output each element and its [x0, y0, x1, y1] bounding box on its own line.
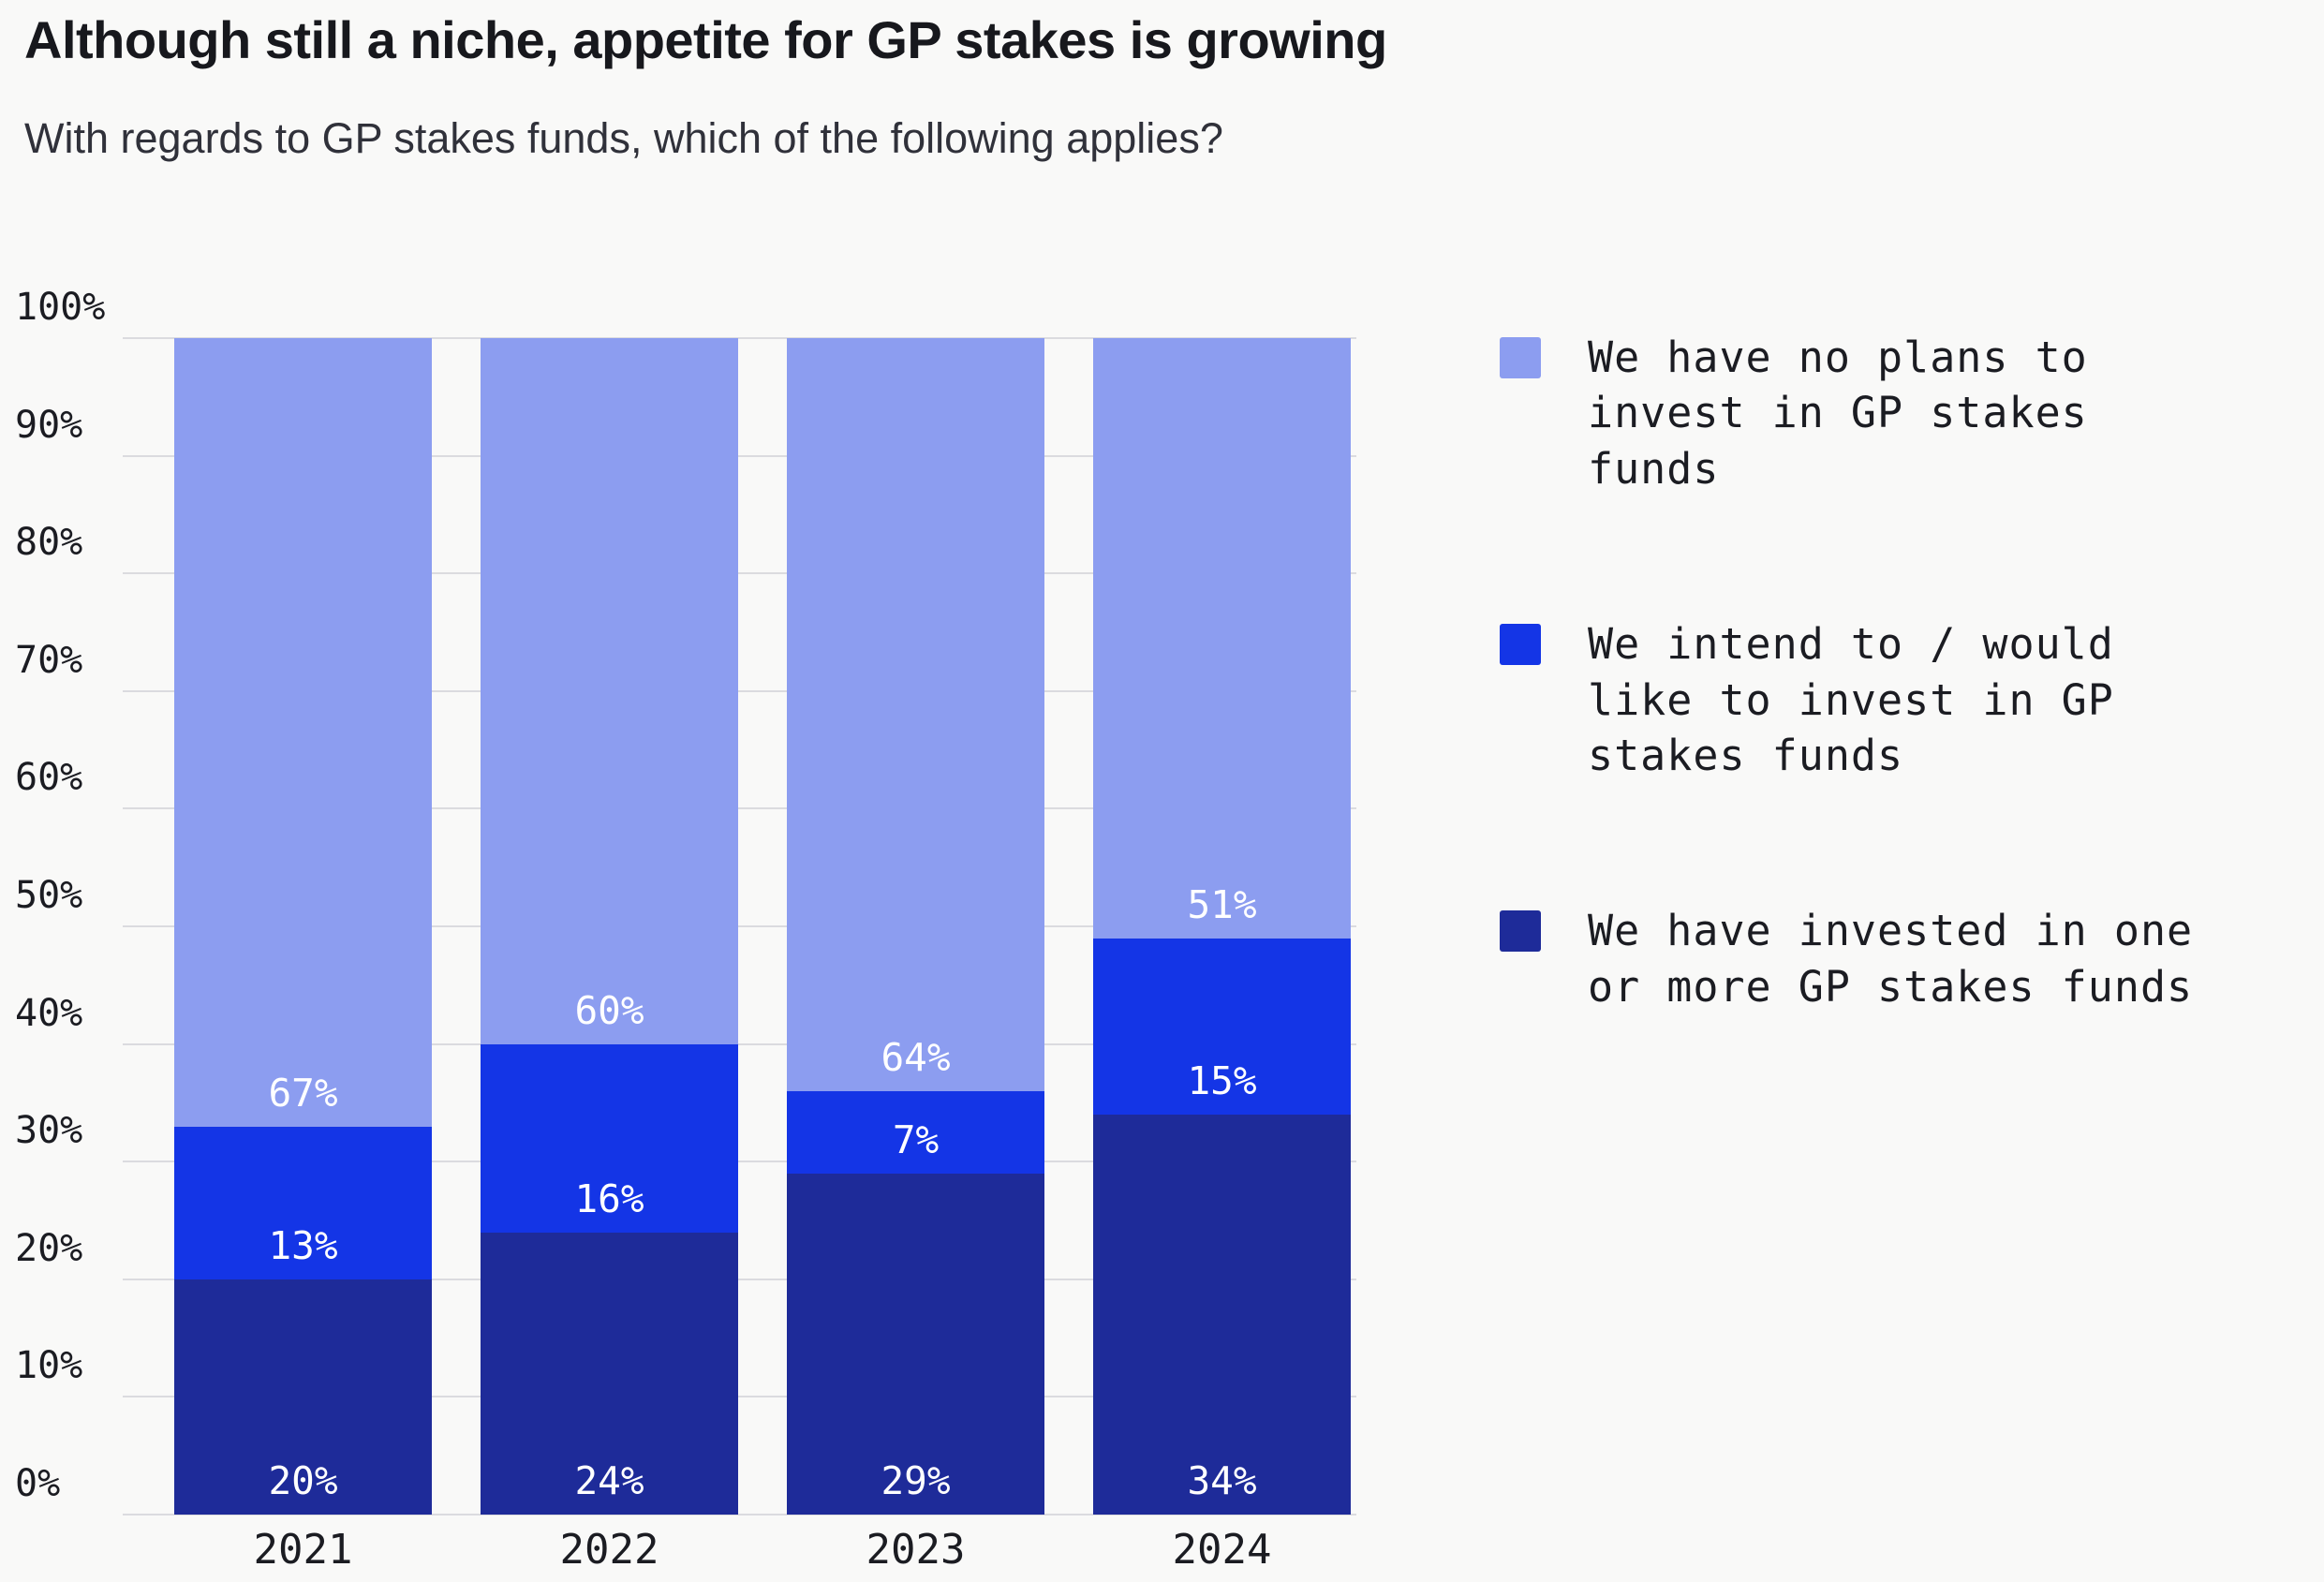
legend-item-invested: We have invested in one or more GP stake…	[1500, 903, 2315, 1014]
bar-segment: 64%	[787, 338, 1044, 1091]
bar-segment: 67%	[174, 338, 432, 1127]
plot-area: 20% 13% 67% 2021 24% 16% 60% 2022 29% 7% 64% 2023 34…	[123, 337, 1356, 1574]
bar-value-label: 20%	[268, 1458, 338, 1503]
gridline	[123, 925, 1356, 927]
bar-segment: 51%	[1093, 338, 1351, 939]
y-axis-tick-label: 0%	[15, 1462, 61, 1505]
y-axis-tick-label: 20%	[15, 1226, 83, 1270]
x-axis-category-label: 2021	[253, 1526, 353, 1574]
bar-value-label: 51%	[1187, 881, 1257, 927]
bar-segment: 34%	[1093, 1114, 1351, 1515]
bar-column: 24% 16% 60% 2022	[481, 338, 738, 1574]
x-axis-category-label: 2024	[1172, 1526, 1272, 1574]
bar-value-label: 34%	[1187, 1458, 1257, 1503]
y-axis-tick-label: 30%	[15, 1109, 83, 1153]
bar-value-label: 15%	[1187, 1057, 1257, 1103]
gridline	[123, 454, 1356, 457]
gridline	[123, 1278, 1356, 1280]
bar-column: 20% 13% 67% 2021	[174, 338, 432, 1574]
legend-label-intend: We intend to / would like to invest in G…	[1588, 619, 2114, 780]
legend-swatch-intend	[1500, 624, 1541, 666]
y-axis-tick-label: 40%	[15, 991, 83, 1035]
bar-value-label: 60%	[574, 987, 644, 1033]
legend: We have no plans to invest in GP stakes …	[1500, 330, 2315, 1134]
bar-segment: 13%	[174, 1126, 432, 1279]
gridline	[123, 337, 1356, 339]
legend-item-intend: We intend to / would like to invest in G…	[1500, 616, 2315, 783]
gridline	[123, 689, 1356, 692]
gridlines	[123, 337, 1356, 1515]
bar-value-label: 16%	[574, 1175, 644, 1221]
page-title: Although still a niche, appetite for GP …	[24, 10, 1387, 69]
bar-value-label: 13%	[268, 1222, 338, 1268]
legend-label-invested: We have invested in one or more GP stake…	[1588, 906, 2194, 1012]
bar-value-label: 67%	[268, 1070, 338, 1116]
y-axis: 0% 10% 20% 30% 40% 50% 60% 70% 80% 90% 100%	[15, 286, 120, 1515]
y-axis-tick-label: 90%	[15, 403, 83, 447]
x-axis-category-label: 2023	[866, 1526, 966, 1574]
bar-segment: 20%	[174, 1279, 432, 1515]
bar-value-label: 29%	[881, 1458, 951, 1503]
legend-swatch-invested	[1500, 910, 1541, 953]
y-axis-tick-label: 80%	[15, 521, 83, 565]
gridline	[123, 572, 1356, 575]
gridline	[123, 807, 1356, 810]
y-axis-tick-label: 70%	[15, 638, 83, 682]
gridline	[123, 1161, 1356, 1163]
bar-value-label: 64%	[881, 1034, 951, 1080]
bars: 20% 13% 67% 2021 24% 16% 60% 2022 29% 7% 64% 2023 34…	[174, 338, 1351, 1574]
y-axis-tick-label: 10%	[15, 1344, 83, 1388]
bar-column: 34% 15% 51% 2024	[1093, 338, 1351, 1574]
y-axis-tick-label: 60%	[15, 756, 83, 800]
gridline	[123, 1514, 1356, 1515]
bar-segment: 15%	[1093, 938, 1351, 1115]
bar-value-label: 7%	[892, 1116, 940, 1162]
bar-segment: 7%	[787, 1090, 1044, 1174]
page-subtitle: With regards to GP stakes funds, which o…	[24, 114, 1223, 162]
x-axis-category-label: 2022	[559, 1526, 659, 1574]
bar-value-label: 24%	[574, 1458, 644, 1503]
bar-segment: 60%	[481, 338, 738, 1044]
gridline	[123, 1396, 1356, 1398]
bar-segment: 24%	[481, 1232, 738, 1515]
legend-swatch-no-plans	[1500, 337, 1541, 378]
y-axis-tick-label: 100%	[15, 286, 106, 329]
bar-segment: 29%	[787, 1173, 1044, 1515]
y-axis-tick-label: 50%	[15, 874, 83, 917]
gridline	[123, 1042, 1356, 1045]
legend-label-no-plans: We have no plans to invest in GP stakes …	[1588, 333, 2088, 494]
legend-item-no-plans: We have no plans to invest in GP stakes …	[1500, 330, 2315, 496]
bar-column: 29% 7% 64% 2023	[787, 338, 1044, 1574]
bar-segment: 16%	[481, 1043, 738, 1233]
